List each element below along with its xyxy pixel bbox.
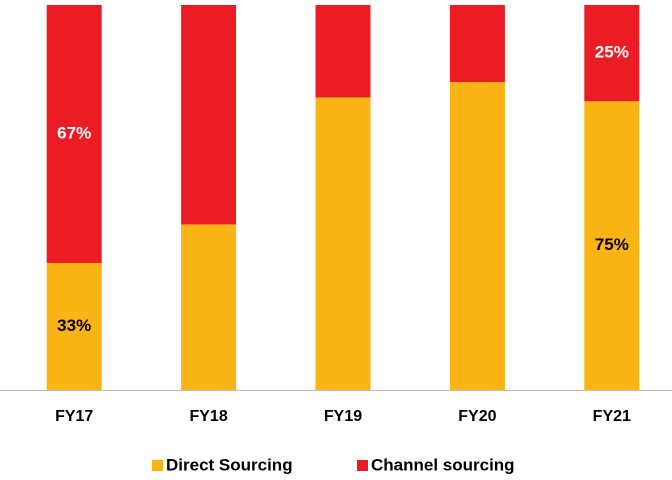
legend-label: Direct Sourcing (166, 455, 293, 474)
bar-segment (46, 5, 102, 263)
legend-label: Channel sourcing (371, 455, 515, 474)
bar-segment (584, 5, 640, 102)
value-label: 67% (57, 123, 91, 142)
x-tick-label: FY21 (593, 408, 631, 425)
x-tick-label: FY19 (324, 408, 362, 425)
bar-segment (181, 224, 237, 390)
legend-swatch (357, 460, 368, 471)
x-tick-label: FY18 (189, 408, 227, 425)
bar-segment (449, 82, 505, 390)
x-tick-label: FY17 (55, 408, 93, 425)
value-label: 75% (595, 235, 629, 254)
bar-segment (449, 5, 505, 82)
bar-segment (46, 262, 102, 390)
bar-segment (181, 5, 237, 225)
bar-segment (584, 101, 640, 390)
legend-swatch (152, 460, 163, 471)
x-tick-label: FY20 (458, 408, 496, 425)
bar-segment (315, 5, 371, 98)
value-label: 33% (57, 316, 91, 335)
bar-segment (315, 97, 371, 391)
value-label: 25% (595, 43, 629, 62)
